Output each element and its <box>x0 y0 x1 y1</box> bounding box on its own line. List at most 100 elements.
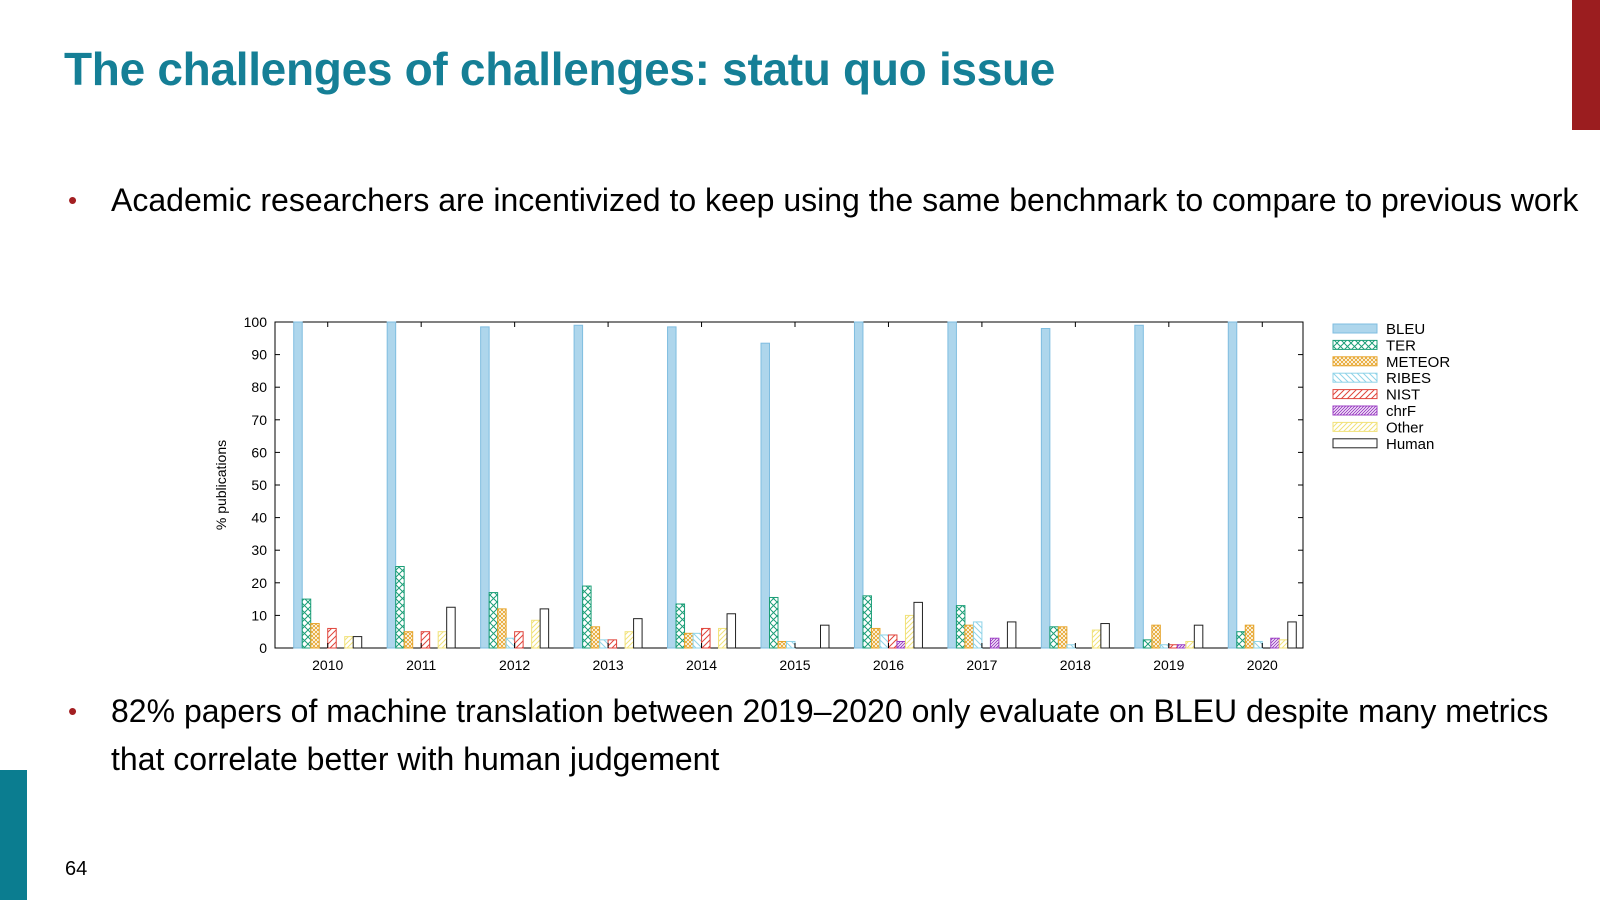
x-tick-label: 2014 <box>686 657 717 673</box>
x-tick-label: 2018 <box>1060 657 1091 673</box>
x-tick-label: 2015 <box>779 657 810 673</box>
bar-other <box>344 636 354 649</box>
bar-chrf <box>1270 637 1280 649</box>
bar-nist <box>1168 644 1178 649</box>
bar-meteor <box>1057 626 1068 649</box>
bar-human <box>1006 621 1017 649</box>
bar-ter <box>675 603 686 649</box>
x-tick-label: 2020 <box>1247 657 1278 673</box>
y-tick-label: 70 <box>251 412 267 428</box>
bar-human <box>446 606 456 649</box>
bar-other <box>531 619 541 649</box>
bar-human <box>726 613 737 649</box>
legend-swatch <box>1332 372 1378 383</box>
bar-ribes <box>692 632 703 649</box>
x-tick-label: 2019 <box>1153 657 1184 673</box>
legend-swatch <box>1332 356 1378 367</box>
legend-swatch <box>1332 339 1378 350</box>
legend-swatch <box>1332 438 1378 449</box>
x-tick-label: 2011 <box>406 657 436 673</box>
y-axis-title: % publications <box>213 440 229 530</box>
bar-nist <box>420 631 431 649</box>
bar-chrf <box>1176 644 1187 649</box>
bar-ter <box>769 596 779 649</box>
bar-human <box>1100 623 1110 649</box>
bar-other <box>1278 639 1289 649</box>
bar-human <box>820 624 830 649</box>
bullet-marker: • <box>68 185 78 215</box>
bar-bleu <box>667 326 677 649</box>
bar-other <box>437 631 448 649</box>
y-tick-label: 60 <box>251 444 267 460</box>
legend-label: RIBES <box>1386 370 1431 387</box>
bar-ribes <box>599 639 609 649</box>
bar-bleu <box>573 324 584 649</box>
bar-meteor <box>310 623 320 649</box>
legend-swatch <box>1332 421 1378 432</box>
bar-ribes <box>786 640 796 649</box>
y-tick-label: 40 <box>251 510 267 526</box>
bar-human <box>913 601 923 649</box>
bar-human <box>633 618 643 649</box>
bar-ter <box>1142 639 1153 649</box>
bar-ribes <box>1253 640 1263 649</box>
bar-meteor <box>964 624 974 649</box>
y-tick-label: 0 <box>259 640 267 656</box>
y-tick-label: 20 <box>251 575 267 591</box>
bar-bleu <box>1134 324 1144 649</box>
y-tick-label: 90 <box>251 347 267 363</box>
legend-swatch <box>1332 389 1378 400</box>
x-tick-label: 2013 <box>593 657 624 673</box>
bar-human <box>1287 621 1297 649</box>
bar-ribes <box>972 621 983 649</box>
x-tick-label: 2016 <box>873 657 904 673</box>
bullet-text: Academic researchers are incentivized to… <box>111 182 1579 218</box>
bar-bleu <box>853 321 864 649</box>
bar-human <box>352 636 363 649</box>
y-tick-label: 50 <box>251 477 267 493</box>
bar-nist <box>607 639 618 649</box>
bar-bleu <box>947 321 957 649</box>
legend-label: Human <box>1386 436 1434 453</box>
bar-other <box>1185 640 1195 649</box>
bar-ter <box>862 595 872 649</box>
bar-other <box>624 631 635 649</box>
legend-label: METEOR <box>1386 354 1450 371</box>
bar-ter <box>1049 626 1059 649</box>
bar-meteor <box>1244 624 1255 649</box>
bar-nist <box>887 634 898 649</box>
legend-label: BLEU <box>1386 321 1425 338</box>
legend-swatch <box>1332 323 1378 334</box>
bar-bleu <box>293 321 303 649</box>
bar-other <box>1091 629 1102 649</box>
bar-nist <box>514 631 524 649</box>
bar-chrf <box>989 637 1000 649</box>
y-tick-label: 100 <box>244 314 268 330</box>
bar-bleu <box>1040 328 1051 649</box>
bar-ter <box>395 566 405 649</box>
x-tick-label: 2017 <box>966 657 997 673</box>
legend-label: TER <box>1386 337 1416 354</box>
bar-ter <box>1236 631 1246 649</box>
bullet-text: 82% papers of machine translation betwee… <box>111 693 1549 777</box>
bullet-marker: • <box>68 696 78 726</box>
bar-other <box>718 627 728 649</box>
bar-ribes <box>1159 644 1170 649</box>
bar-ribes <box>879 634 889 649</box>
bar-meteor <box>1151 624 1161 649</box>
slide-page-number: 64 <box>65 858 88 880</box>
bar-meteor <box>684 632 694 649</box>
corner-accent-bar <box>1572 0 1600 130</box>
bar-bleu <box>1227 321 1238 649</box>
slide-title: The challenges of challenges: statu quo … <box>64 43 1056 95</box>
legend-label: chrF <box>1386 403 1416 420</box>
y-tick-label: 10 <box>251 607 267 623</box>
y-tick-label: 80 <box>251 379 267 395</box>
bar-nist <box>327 627 337 649</box>
bar-ribes <box>1066 644 1076 649</box>
bar-meteor <box>497 608 507 649</box>
bar-other <box>904 614 915 649</box>
y-tick-label: 30 <box>251 542 267 558</box>
bar-chrf <box>896 640 906 649</box>
